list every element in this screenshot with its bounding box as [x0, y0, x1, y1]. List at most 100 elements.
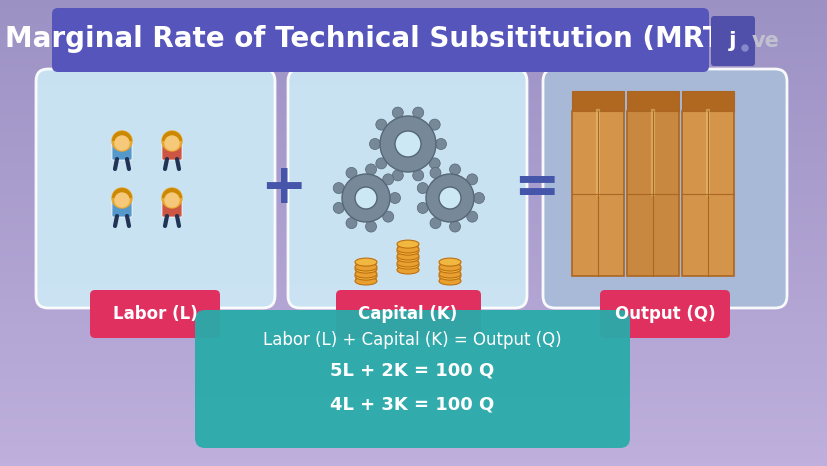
Circle shape: [165, 136, 179, 150]
Bar: [0, 357, 827, 358]
Bar: [0, 119, 827, 120]
Bar: [0, 381, 827, 382]
Bar: [0, 443, 827, 444]
Bar: [0, 114, 827, 115]
FancyBboxPatch shape: [195, 310, 629, 448]
Bar: [0, 2, 827, 3]
Ellipse shape: [438, 265, 461, 273]
Bar: [0, 212, 827, 213]
Bar: [0, 204, 827, 205]
Bar: [0, 153, 827, 154]
Bar: [0, 370, 827, 371]
Bar: [0, 455, 827, 456]
Bar: [0, 324, 827, 325]
Bar: [0, 196, 827, 197]
Bar: [0, 7, 827, 8]
Circle shape: [112, 131, 131, 151]
Bar: [0, 102, 827, 103]
Bar: [0, 27, 827, 28]
Bar: [0, 395, 827, 396]
Bar: [0, 224, 827, 225]
Bar: [0, 66, 827, 67]
Bar: [0, 291, 827, 292]
Bar: [0, 429, 827, 430]
Bar: [0, 305, 827, 306]
Bar: [0, 407, 827, 408]
Bar: [0, 5, 827, 6]
Bar: [0, 339, 827, 340]
Ellipse shape: [355, 277, 376, 285]
Bar: [0, 358, 827, 359]
Bar: [396, 251, 418, 256]
FancyBboxPatch shape: [162, 143, 182, 160]
FancyBboxPatch shape: [162, 200, 182, 217]
Bar: [0, 12, 827, 13]
Bar: [0, 131, 827, 132]
Bar: [0, 446, 827, 447]
Bar: [0, 271, 827, 272]
Bar: [0, 20, 827, 21]
Bar: [0, 61, 827, 62]
Bar: [0, 96, 827, 97]
Bar: [0, 145, 827, 146]
Bar: [0, 179, 827, 180]
Bar: [0, 161, 827, 162]
Bar: [0, 421, 827, 422]
Bar: [0, 387, 827, 388]
Bar: [0, 187, 827, 188]
Bar: [0, 408, 827, 409]
Bar: [0, 218, 827, 219]
Bar: [0, 166, 827, 167]
Bar: [0, 231, 827, 232]
Bar: [0, 345, 827, 346]
Bar: [0, 183, 827, 184]
Bar: [0, 458, 827, 459]
Bar: [0, 54, 827, 55]
Ellipse shape: [396, 254, 418, 262]
Bar: [0, 181, 827, 182]
Bar: [0, 73, 827, 74]
Bar: [0, 335, 827, 336]
Wedge shape: [112, 188, 131, 198]
Bar: [0, 337, 827, 338]
Bar: [0, 90, 827, 91]
Circle shape: [115, 136, 129, 150]
Bar: [0, 223, 827, 224]
Bar: [0, 36, 827, 37]
Bar: [0, 80, 827, 81]
Text: ve: ve: [751, 31, 779, 51]
Bar: [0, 108, 827, 109]
Bar: [0, 262, 827, 263]
Bar: [0, 310, 827, 311]
Bar: [0, 249, 827, 250]
Text: =: =: [512, 161, 558, 215]
Bar: [0, 191, 827, 192]
Bar: [0, 270, 827, 271]
Bar: [0, 112, 827, 113]
Bar: [0, 432, 827, 433]
Bar: [0, 295, 827, 296]
Bar: [396, 244, 418, 249]
Bar: [0, 221, 827, 222]
Bar: [0, 354, 827, 355]
Bar: [0, 415, 827, 416]
Ellipse shape: [355, 265, 376, 273]
Ellipse shape: [438, 270, 461, 278]
Ellipse shape: [355, 258, 376, 266]
Bar: [0, 418, 827, 419]
Bar: [626, 111, 678, 276]
Bar: [0, 13, 827, 14]
Bar: [0, 239, 827, 240]
Bar: [571, 111, 624, 276]
Bar: [0, 192, 827, 193]
Bar: [0, 379, 827, 380]
Circle shape: [355, 187, 376, 209]
Bar: [626, 91, 678, 111]
Bar: [0, 240, 827, 241]
Bar: [0, 227, 827, 228]
Bar: [0, 355, 827, 356]
Bar: [0, 49, 827, 50]
Bar: [0, 388, 827, 389]
Bar: [0, 217, 827, 218]
Bar: [438, 262, 461, 267]
